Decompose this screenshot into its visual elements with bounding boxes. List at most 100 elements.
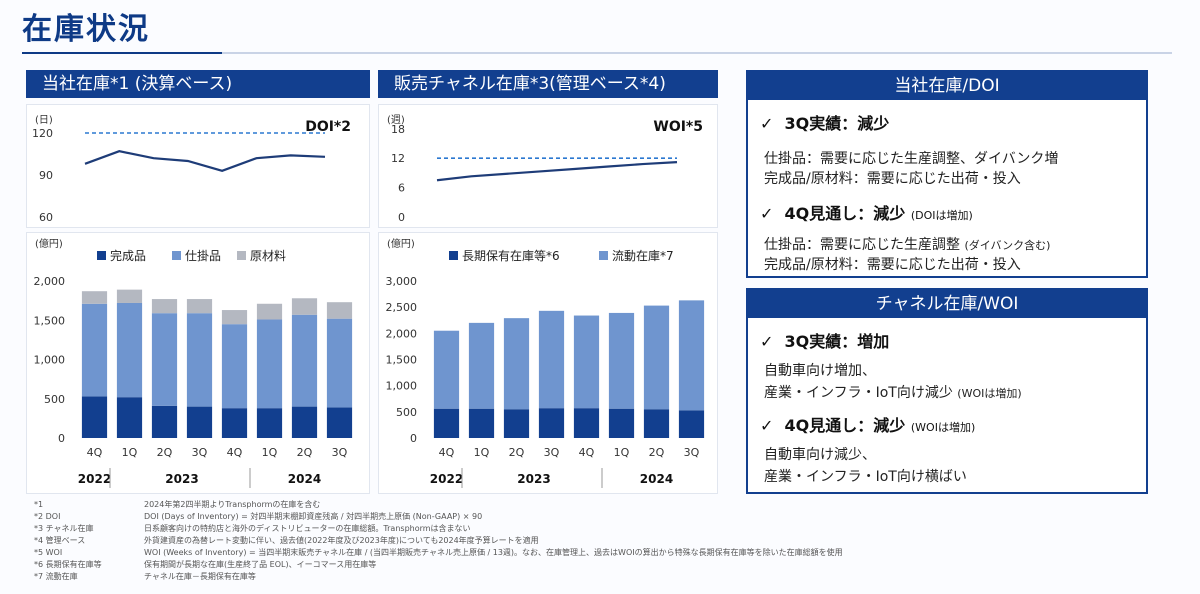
- legend-swatch: [172, 251, 181, 260]
- y-tick-label: 2,000: [386, 327, 418, 340]
- year-label: 2024: [640, 472, 673, 486]
- bar-segment: [643, 305, 670, 410]
- bar-segment: [291, 406, 318, 438]
- y-tick-label: 2,000: [34, 275, 66, 288]
- y-tick-label: 2,500: [386, 301, 418, 314]
- doi-chart-panel: (日) DOI*2 60 90 120: [26, 104, 370, 228]
- y-tick-label: 0: [410, 432, 417, 445]
- x-tick-label: 4Q: [439, 446, 455, 459]
- box2-q4-title: ✓ 4Q見通し：減少 (WOIは増加): [760, 412, 975, 436]
- series-line-doi: [84, 150, 326, 172]
- check-icon: ✓: [760, 114, 774, 133]
- box1-q3-line1: 仕掛品：需要に応じた生産調整、ダイバンク増: [764, 151, 1059, 167]
- bar-segment: [186, 299, 213, 314]
- channel-inventory-bar-chart: (億円) 長期保有在庫等*6 流動在庫*7 0 500 1,000 1,500 2,000 2,…: [386, 237, 705, 488]
- footnote-2: *2 DOI DOI (Days of Inventory) = 対四半期末棚卸資…: [34, 511, 482, 522]
- legend-label: 原材料: [250, 249, 286, 263]
- x-tick-label: 3Q: [544, 446, 560, 459]
- footnote-1: *1 2024年第2四半期よりTransphormの在庫を含む: [34, 499, 320, 510]
- footnote-6: *6 長期保有在庫等 保有期間が長期な在庫(生産終了品 EOL)、イーコマース用在…: [34, 559, 376, 570]
- legend-label: 仕掛品: [185, 248, 221, 263]
- bar-segment: [186, 406, 213, 438]
- bar-segment: [186, 313, 213, 407]
- y-tick-label: 500: [396, 406, 417, 419]
- y-axis-unit: (億円): [35, 237, 63, 250]
- box2-q4-line1: 自動車向け減少、: [764, 447, 876, 463]
- year-label: 2023: [165, 472, 198, 486]
- chart-title: WOI*5: [653, 119, 703, 135]
- x-tick-label: 2Q: [297, 446, 313, 459]
- y-axis-unit: (日): [35, 115, 53, 126]
- footnote-text: WOI (Weeks of Inventory) = 当四半期末販売チャネル在庫…: [144, 548, 843, 557]
- x-tick-label: 3Q: [332, 446, 348, 459]
- bar-segment: [326, 407, 353, 438]
- legend-swatch: [599, 251, 608, 260]
- box2-q3-line1: 自動車向け増加、: [764, 363, 876, 379]
- legend-swatch: [449, 251, 458, 260]
- footnote-key: *6 長期保有在庫等: [34, 560, 102, 569]
- legend-label: 長期保有在庫等*6: [462, 249, 560, 263]
- bar-segment: [256, 303, 283, 320]
- doi-line-chart: (日) DOI*2 60 90 120: [32, 115, 351, 224]
- box1-q4-title-text: 4Q見通し：減少: [784, 204, 906, 223]
- check-icon: ✓: [760, 416, 774, 435]
- footnote-7: *7 流動在庫 チャネル在庫－長期保有在庫等: [34, 571, 256, 582]
- y-tick-label: 60: [39, 211, 53, 224]
- y-axis-unit: (週): [387, 114, 405, 126]
- legend-swatch: [97, 251, 106, 260]
- x-tick-label: 4Q: [87, 446, 103, 459]
- bar-segment: [151, 299, 178, 314]
- bar-segment: [81, 303, 108, 397]
- box1-header: 当社在庫/DOI: [748, 72, 1146, 100]
- box1-q4-line1-note: (ダイバンク含む): [964, 239, 1051, 252]
- footnote-key: *5 WOI: [34, 548, 63, 557]
- title-divider: [22, 52, 1172, 54]
- year-label: 2022: [78, 472, 111, 486]
- footnote-key: *7 流動在庫: [34, 572, 78, 581]
- footnote-key: *3 チャネル在庫: [34, 524, 94, 533]
- bar-segment: [291, 298, 318, 315]
- own-inventory-bar-chart: (億円) 完成品 仕掛品 原材料 0 500 1,000 1,500 2,000 4Q 1Q 2Q 3Q…: [34, 237, 353, 488]
- bar-segment: [81, 291, 108, 304]
- channel-inventory-summary-box: チャネル在庫/WOI ✓ 3Q実績：増加 自動車向け増加、 産業・インフラ・Io…: [746, 288, 1148, 494]
- y-tick-label: 12: [391, 152, 405, 165]
- footnote-text: 外貨建資産の為替レート変動に伴い、過去値(2022年度及び2023年度)について…: [144, 536, 539, 545]
- footnote-key: *1: [34, 500, 44, 509]
- footnote-key: *4 管理ベース: [34, 536, 86, 545]
- y-axis-unit: (億円): [387, 237, 415, 250]
- y-tick-label: 18: [391, 123, 405, 136]
- bar-segment: [538, 408, 565, 438]
- bar-segment: [538, 310, 565, 409]
- footnote-3: *3 チャネル在庫 日系顧客向けの特約店と海外のディストリビューターの在庫総額。T…: [34, 523, 471, 534]
- woi-line-chart: (週) WOI*5 0 6 12 18: [387, 114, 703, 224]
- y-tick-label: 0: [58, 432, 65, 445]
- x-tick-label: 4Q: [579, 446, 595, 459]
- bar-segment: [256, 319, 283, 409]
- check-icon: ✓: [760, 204, 774, 223]
- x-tick-label: 4Q: [227, 446, 243, 459]
- y-tick-label: 1,000: [34, 354, 66, 367]
- bar-segment: [326, 302, 353, 319]
- y-tick-label: 90: [39, 169, 53, 182]
- own-inventory-summary-box: 当社在庫/DOI ✓ 3Q実績：減少 仕掛品：需要に応じた生産調整、ダイバンク増…: [746, 70, 1148, 278]
- box2-q3-title-text: 3Q実績：増加: [784, 332, 890, 351]
- bar-segment: [468, 322, 495, 409]
- bar-segment: [573, 408, 600, 438]
- box1-q4-line2: 完成品/原材料：需要に応じた出荷・投入: [764, 257, 1021, 273]
- chart-title: DOI*2: [305, 119, 351, 135]
- box1-q4-line1: 仕掛品：需要に応じた生産調整 (ダイバンク含む): [764, 234, 1050, 254]
- y-tick-label: 120: [32, 127, 53, 140]
- bar-segment: [468, 408, 495, 438]
- year-label: 2023: [517, 472, 550, 486]
- bar-segment: [608, 408, 635, 438]
- channel-inventory-chart-panel: (億円) 長期保有在庫等*6 流動在庫*7 0 500 1,000 1,500 2,000 2,…: [378, 232, 718, 494]
- box2-q4-line2: 産業・インフラ・IoT向け横ばい: [764, 469, 967, 485]
- bar-segment: [643, 409, 670, 438]
- bar-segment: [116, 289, 143, 303]
- year-label: 2024: [288, 472, 321, 486]
- x-tick-label: 2Q: [509, 446, 525, 459]
- box1-q3-title: ✓ 3Q実績：減少: [760, 110, 889, 134]
- x-tick-label: 1Q: [262, 446, 278, 459]
- box2-q3-line2-note: (WOIは増加): [957, 387, 1022, 400]
- box2-q3-title: ✓ 3Q実績：増加: [760, 328, 889, 352]
